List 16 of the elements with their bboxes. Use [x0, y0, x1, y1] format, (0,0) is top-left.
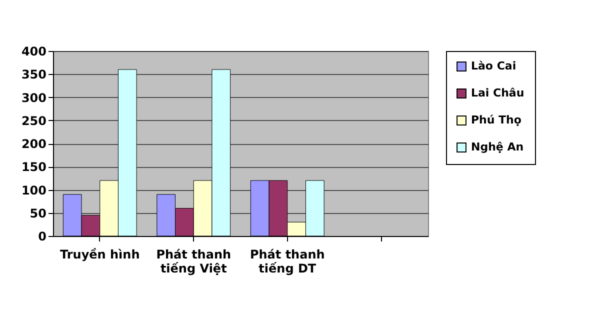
legend-label: Nghệ An [471, 140, 524, 154]
y-tick-label: 200 [21, 137, 46, 151]
legend-label: Phú Thọ [471, 114, 522, 126]
y-tick-label: 100 [21, 183, 46, 198]
x-tick-label: Phát thanh tiếng Việt [156, 248, 232, 276]
x-tick-label: Truyền hình [60, 248, 140, 262]
y-tick-label: 400 [21, 44, 46, 58]
y-tick-label: 300 [21, 90, 46, 105]
y-tick-label: 150 [21, 160, 46, 174]
x-tick-label: Phát thanh tiếng DT [250, 248, 325, 276]
y-tick-label: 0 [38, 230, 46, 244]
legend-label: Lào Cai [471, 60, 516, 72]
y-tick-label: 350 [21, 68, 46, 82]
legend-label: Lai Châu [471, 86, 524, 100]
y-tick-label: 50 [30, 206, 46, 220]
y-tick-label: 250 [21, 114, 46, 128]
